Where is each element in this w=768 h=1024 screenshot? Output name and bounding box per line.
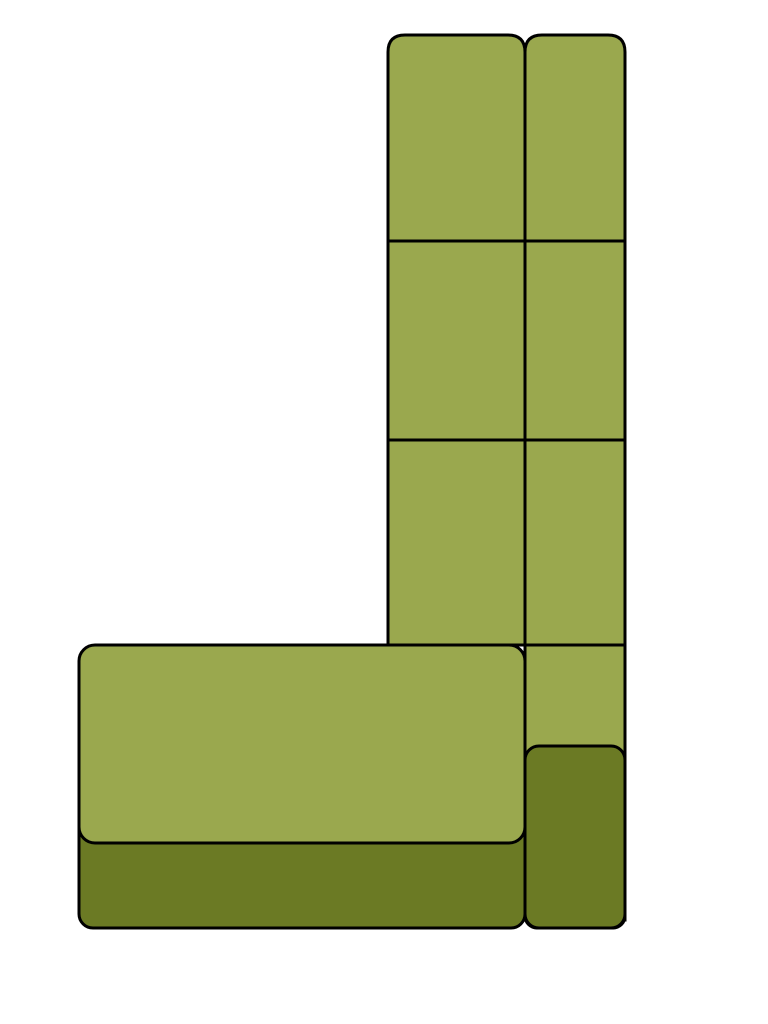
chaise-cushion — [77, 643, 527, 845]
armrest-block — [523, 744, 627, 930]
chaise — [77, 643, 627, 930]
backrest-column — [523, 33, 627, 922]
back-column — [386, 33, 627, 922]
seat-column — [386, 33, 527, 647]
